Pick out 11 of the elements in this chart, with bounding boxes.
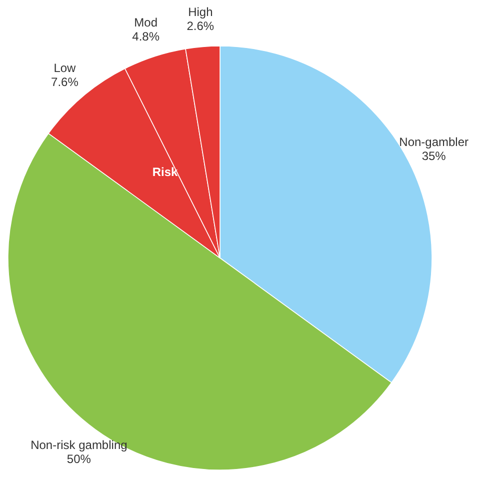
text: Risk	[152, 165, 178, 179]
data-label: 2.6%	[186, 18, 214, 33]
data-label: 4.8%	[132, 30, 160, 44]
data-label: 50%	[66, 452, 92, 466]
slice-label: High	[188, 4, 213, 19]
slice-label: Non-gambler	[399, 135, 469, 150]
slice-label: Non-risk gambling	[30, 438, 128, 452]
slice-label: Mod	[134, 16, 158, 30]
data-label: 35%	[422, 149, 446, 164]
data-label: 7.6%	[51, 75, 79, 90]
slice-label: Low	[54, 61, 76, 76]
